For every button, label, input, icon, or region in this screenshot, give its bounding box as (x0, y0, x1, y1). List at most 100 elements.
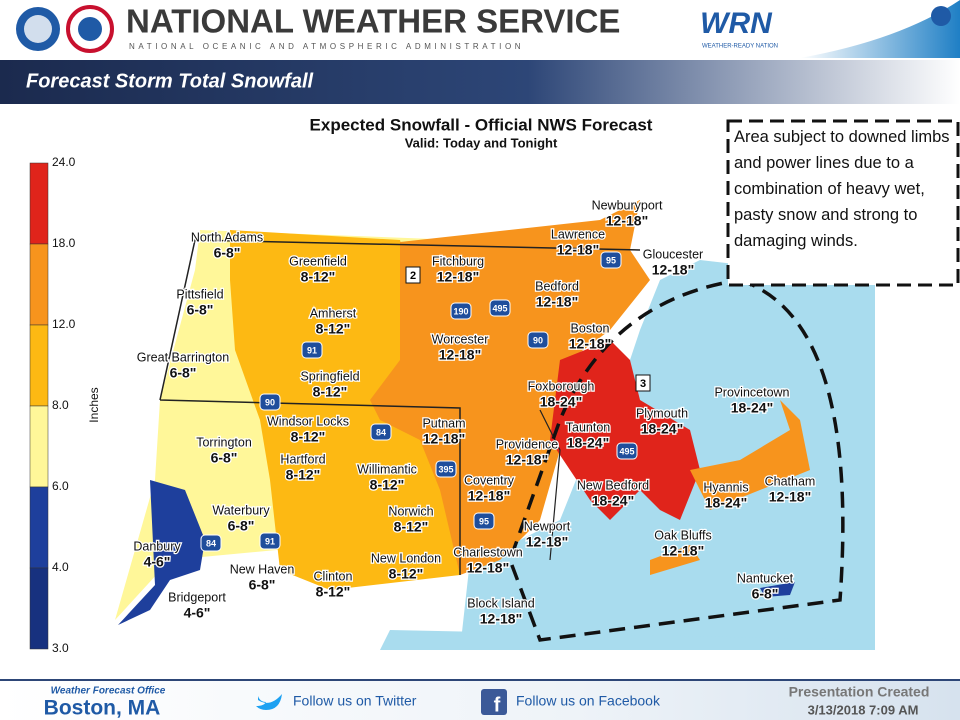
location-amount: 6-8" (211, 450, 238, 466)
region-12-18 (370, 200, 650, 575)
location-name: Taunton (566, 420, 611, 434)
location-name: Gloucester (643, 247, 703, 261)
header-wave (800, 0, 960, 58)
legend-label: Inches (87, 387, 101, 422)
location-name: Foxborough (528, 379, 595, 393)
location-amount: 6-8" (170, 365, 197, 381)
location-name: Block Island (467, 596, 534, 610)
footer (0, 680, 960, 720)
location-name: Norwich (388, 504, 433, 518)
map-valid: Valid: Today and Tonight (405, 135, 558, 150)
nantucket-island (760, 582, 795, 597)
location-amount: 8-12" (316, 321, 351, 337)
location-amount: 18-24" (592, 493, 634, 509)
facebook-link[interactable]: Follow us on Facebook (516, 693, 661, 709)
legend-tick: 8.0 (52, 398, 69, 412)
cape-cod (690, 400, 810, 510)
highway-label: 495 (492, 303, 507, 313)
location-name: Fitchburg (432, 254, 484, 268)
location-name: Pittsfield (176, 287, 223, 301)
location-amount: 6-8" (228, 518, 255, 534)
location-name: Amherst (310, 306, 357, 320)
location-amount: 4-6" (184, 605, 211, 621)
legend-tick: 18.0 (52, 236, 76, 250)
marthas-vineyard (650, 545, 700, 575)
noaa-logo-inner (24, 15, 52, 43)
header-title: NATIONAL WEATHER SERVICE (126, 3, 620, 40)
highway-label: 395 (438, 464, 453, 474)
annotation-wrap: Area subject to downed limbs and power l… (734, 128, 950, 250)
location-name: Hyannis (703, 480, 748, 494)
location-amount: 12-18" (662, 543, 704, 559)
map-title: Expected Snowfall - Official NWS Forecas… (310, 115, 653, 134)
zone-box (405, 266, 421, 284)
legend-tick: 24.0 (52, 155, 76, 169)
wrn-logo: WRN (700, 7, 773, 40)
banner (0, 60, 960, 104)
header-subtitle: NATIONAL OCEANIC AND ATMOSPHERIC ADMINIS… (129, 42, 524, 51)
location-amount: 6-8" (752, 586, 779, 602)
location-amount: 12-18" (652, 262, 694, 278)
created-label: Presentation Created (789, 684, 930, 700)
highway-label: 91 (265, 536, 275, 546)
location-name: Provincetown (714, 385, 789, 399)
location-amount: 8-12" (301, 269, 336, 285)
location-amount: 6-8" (249, 577, 276, 593)
highway-label: 90 (265, 397, 275, 407)
location-amount: 18-24" (540, 394, 582, 410)
zone-label: 3 (640, 378, 646, 390)
location-amount: 12-18" (439, 347, 481, 363)
location-amount: 4-6" (144, 554, 171, 570)
location-name: New London (371, 551, 441, 565)
location-amount: 8-12" (394, 519, 429, 535)
location-name: Worcester (432, 332, 489, 346)
location-name: Bedford (535, 279, 579, 293)
legend-tick: 3.0 (52, 641, 69, 655)
risk-area (508, 278, 845, 642)
highway-shield (489, 299, 511, 317)
highway-label: 495 (619, 446, 634, 456)
annotation-box (726, 119, 960, 287)
location-amount: 18-24" (731, 400, 773, 416)
highway-label: 95 (479, 516, 489, 526)
office: Boston, MA (44, 697, 161, 720)
location-name: Oak Bluffs (654, 528, 711, 542)
location-amount: 8-12" (286, 467, 321, 483)
location-amount: 18-24" (641, 421, 683, 437)
twitter-link[interactable]: Follow us on Twitter (293, 693, 417, 709)
location-amount: 12-18" (506, 452, 548, 468)
location-name: Newport (524, 519, 571, 533)
location-name: New Haven (230, 562, 295, 576)
created-date: 3/13/2018 7:09 AM (808, 702, 919, 717)
location-name: Bridgeport (168, 590, 226, 604)
location-amount: 6-8" (187, 302, 214, 318)
location-amount: 12-18" (526, 534, 568, 550)
location-name: Putnam (422, 416, 465, 430)
legend-swatch (29, 324, 49, 407)
location-amount: 12-18" (480, 611, 522, 627)
location-amount: 12-18" (468, 488, 510, 504)
nws-logo-inner (78, 17, 102, 41)
facebook-icon[interactable] (481, 689, 507, 715)
location-amount: 12-18" (536, 294, 578, 310)
highway-shield (370, 423, 392, 441)
location-name: Lawrence (551, 227, 605, 241)
highway-label: 84 (206, 538, 216, 548)
location-name: Plymouth (636, 406, 688, 420)
twitter-icon[interactable] (256, 694, 282, 710)
location-name: Nantucket (737, 571, 794, 585)
location-amount: 18-24" (567, 435, 609, 451)
highway-shield (301, 341, 323, 359)
location-amount: 8-12" (313, 384, 348, 400)
legend-swatch (29, 162, 49, 245)
ri-border (539, 409, 561, 561)
ocean-south (380, 630, 875, 650)
location-name: Springfield (300, 369, 359, 383)
location-amount: 12-18" (606, 213, 648, 229)
location-name: Chatham (765, 474, 816, 488)
legend-swatch (29, 567, 49, 650)
highway-shield (616, 442, 638, 460)
location-amount: 8-12" (370, 477, 405, 493)
legend-swatch (29, 243, 49, 326)
wrn-caption: WEATHER-READY NATION (702, 44, 778, 50)
